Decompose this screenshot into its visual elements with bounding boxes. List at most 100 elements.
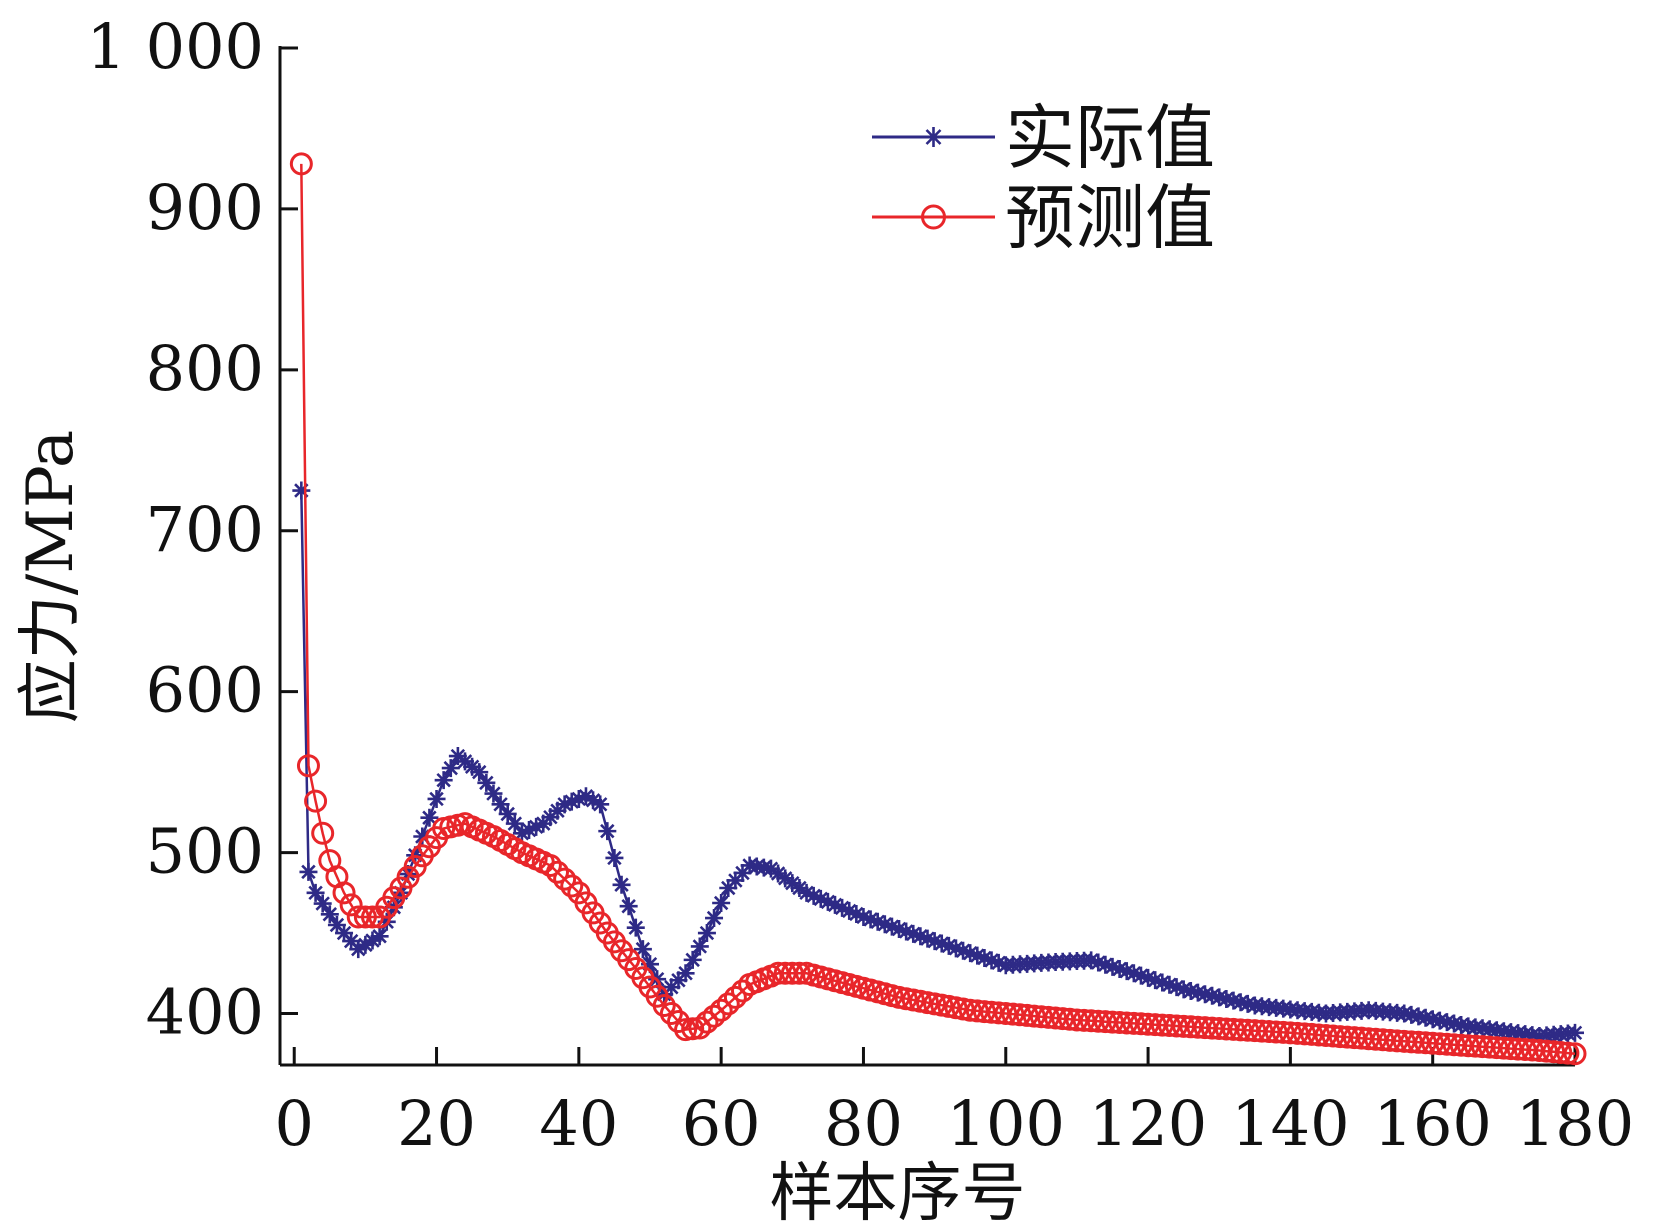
data-point-actual <box>982 951 1001 970</box>
x-tick-label: 160 <box>1374 1087 1492 1160</box>
data-point-predicted <box>546 860 569 884</box>
data-point-actual <box>833 898 852 917</box>
data-point-actual <box>1196 985 1214 1004</box>
data-point-actual <box>349 940 368 959</box>
data-point-actual <box>1139 968 1158 987</box>
data-point-predicted <box>681 1017 705 1041</box>
data-point-predicted <box>921 204 946 230</box>
data-point-actual <box>946 939 965 958</box>
data-point-actual <box>875 915 894 934</box>
data-point-predicted <box>695 1010 719 1034</box>
legend: 实际值 预测值 <box>872 97 1215 259</box>
data-point-actual <box>712 894 731 913</box>
data-point-actual <box>683 950 702 969</box>
data-point-actual <box>335 924 354 943</box>
data-point-predicted <box>1563 1042 1587 1066</box>
data-point-predicted <box>339 893 363 917</box>
data-point-predicted <box>965 999 989 1023</box>
data-point-actual <box>840 901 859 920</box>
data-point-actual <box>897 922 916 941</box>
data-point-actual <box>541 808 560 827</box>
data-point-actual <box>527 817 546 836</box>
data-point-actual <box>811 889 830 908</box>
data-point-predicted <box>716 992 740 1016</box>
data-point-actual <box>491 795 510 814</box>
data-point-predicted <box>1036 1005 1060 1029</box>
data-point-actual <box>1153 973 1172 992</box>
data-point-actual <box>676 964 695 983</box>
data-point-actual <box>370 927 389 946</box>
data-point-actual <box>420 808 439 827</box>
data-point-actual <box>313 894 332 913</box>
data-point-actual <box>1217 990 1236 1009</box>
series-line-predicted <box>300 163 1576 1055</box>
data-point-actual <box>477 773 496 792</box>
series-actual <box>292 481 1584 1046</box>
data-point-predicted <box>1015 1003 1039 1027</box>
y-axis-label: 应力/MPa <box>14 430 88 723</box>
data-point-actual <box>1096 955 1115 974</box>
data-point-actual <box>569 789 588 808</box>
data-point-predicted <box>538 853 562 877</box>
data-point-actual <box>733 863 752 882</box>
data-point-actual <box>1238 994 1257 1013</box>
data-point-actual <box>427 789 446 808</box>
data-point-actual <box>306 883 325 902</box>
data-point-actual <box>1174 980 1193 999</box>
y-tick-label: 900 <box>146 171 264 244</box>
legend-marker-actual <box>923 127 944 147</box>
x-tick-label: 20 <box>397 1087 476 1160</box>
data-point-actual <box>669 971 688 990</box>
data-point-actual <box>356 935 375 954</box>
series-layer <box>289 152 1587 1066</box>
data-point-predicted <box>994 1002 1018 1026</box>
data-point-predicted <box>1549 1040 1573 1064</box>
y-tick-label: 600 <box>146 654 264 727</box>
data-point-predicted <box>674 1018 698 1042</box>
axes <box>278 46 1575 1067</box>
data-point-actual <box>548 801 567 820</box>
data-point-actual <box>1445 1014 1464 1033</box>
data-point-actual <box>484 784 503 803</box>
data-point-actual <box>1430 1011 1449 1030</box>
data-point-actual <box>1409 1007 1428 1026</box>
legend-item-predicted: 预测值 <box>872 177 1215 259</box>
data-point-predicted <box>1044 1006 1068 1030</box>
data-point-actual <box>854 907 873 926</box>
data-point-actual <box>911 927 930 946</box>
data-point-actual <box>769 864 788 883</box>
data-point-actual <box>890 920 909 939</box>
y-tick-label: 1 000 <box>87 10 265 83</box>
data-point-predicted <box>1527 1039 1551 1063</box>
data-point-actual <box>1188 983 1207 1002</box>
data-point-actual <box>726 871 745 890</box>
data-point-actual <box>1167 978 1186 997</box>
data-point-actual <box>826 895 844 914</box>
data-point-actual <box>555 795 574 814</box>
legend-marker-predicted <box>921 204 946 230</box>
data-point-actual <box>1452 1015 1471 1034</box>
data-point-predicted <box>780 961 804 985</box>
x-tick-label: 60 <box>682 1087 761 1160</box>
data-point-actual <box>719 878 738 897</box>
x-tick-label: 120 <box>1089 1087 1207 1160</box>
data-point-actual <box>783 874 802 893</box>
data-point-predicted <box>553 867 577 891</box>
data-point-actual <box>1117 962 1136 981</box>
data-point-predicted <box>972 1000 996 1024</box>
data-point-predicted <box>1029 1005 1053 1029</box>
data-point-actual <box>1131 966 1150 985</box>
data-point-actual <box>939 936 958 955</box>
data-point-actual <box>690 937 709 956</box>
data-point-actual <box>961 944 980 963</box>
x-tick-label: 140 <box>1231 1087 1349 1160</box>
data-point-actual <box>1402 1005 1421 1024</box>
data-point-actual <box>918 929 937 948</box>
data-point-actual <box>847 904 866 923</box>
data-point-actual <box>925 932 944 951</box>
data-point-actual <box>470 763 489 782</box>
data-point-actual <box>605 848 624 867</box>
data-point-predicted <box>987 1001 1011 1025</box>
